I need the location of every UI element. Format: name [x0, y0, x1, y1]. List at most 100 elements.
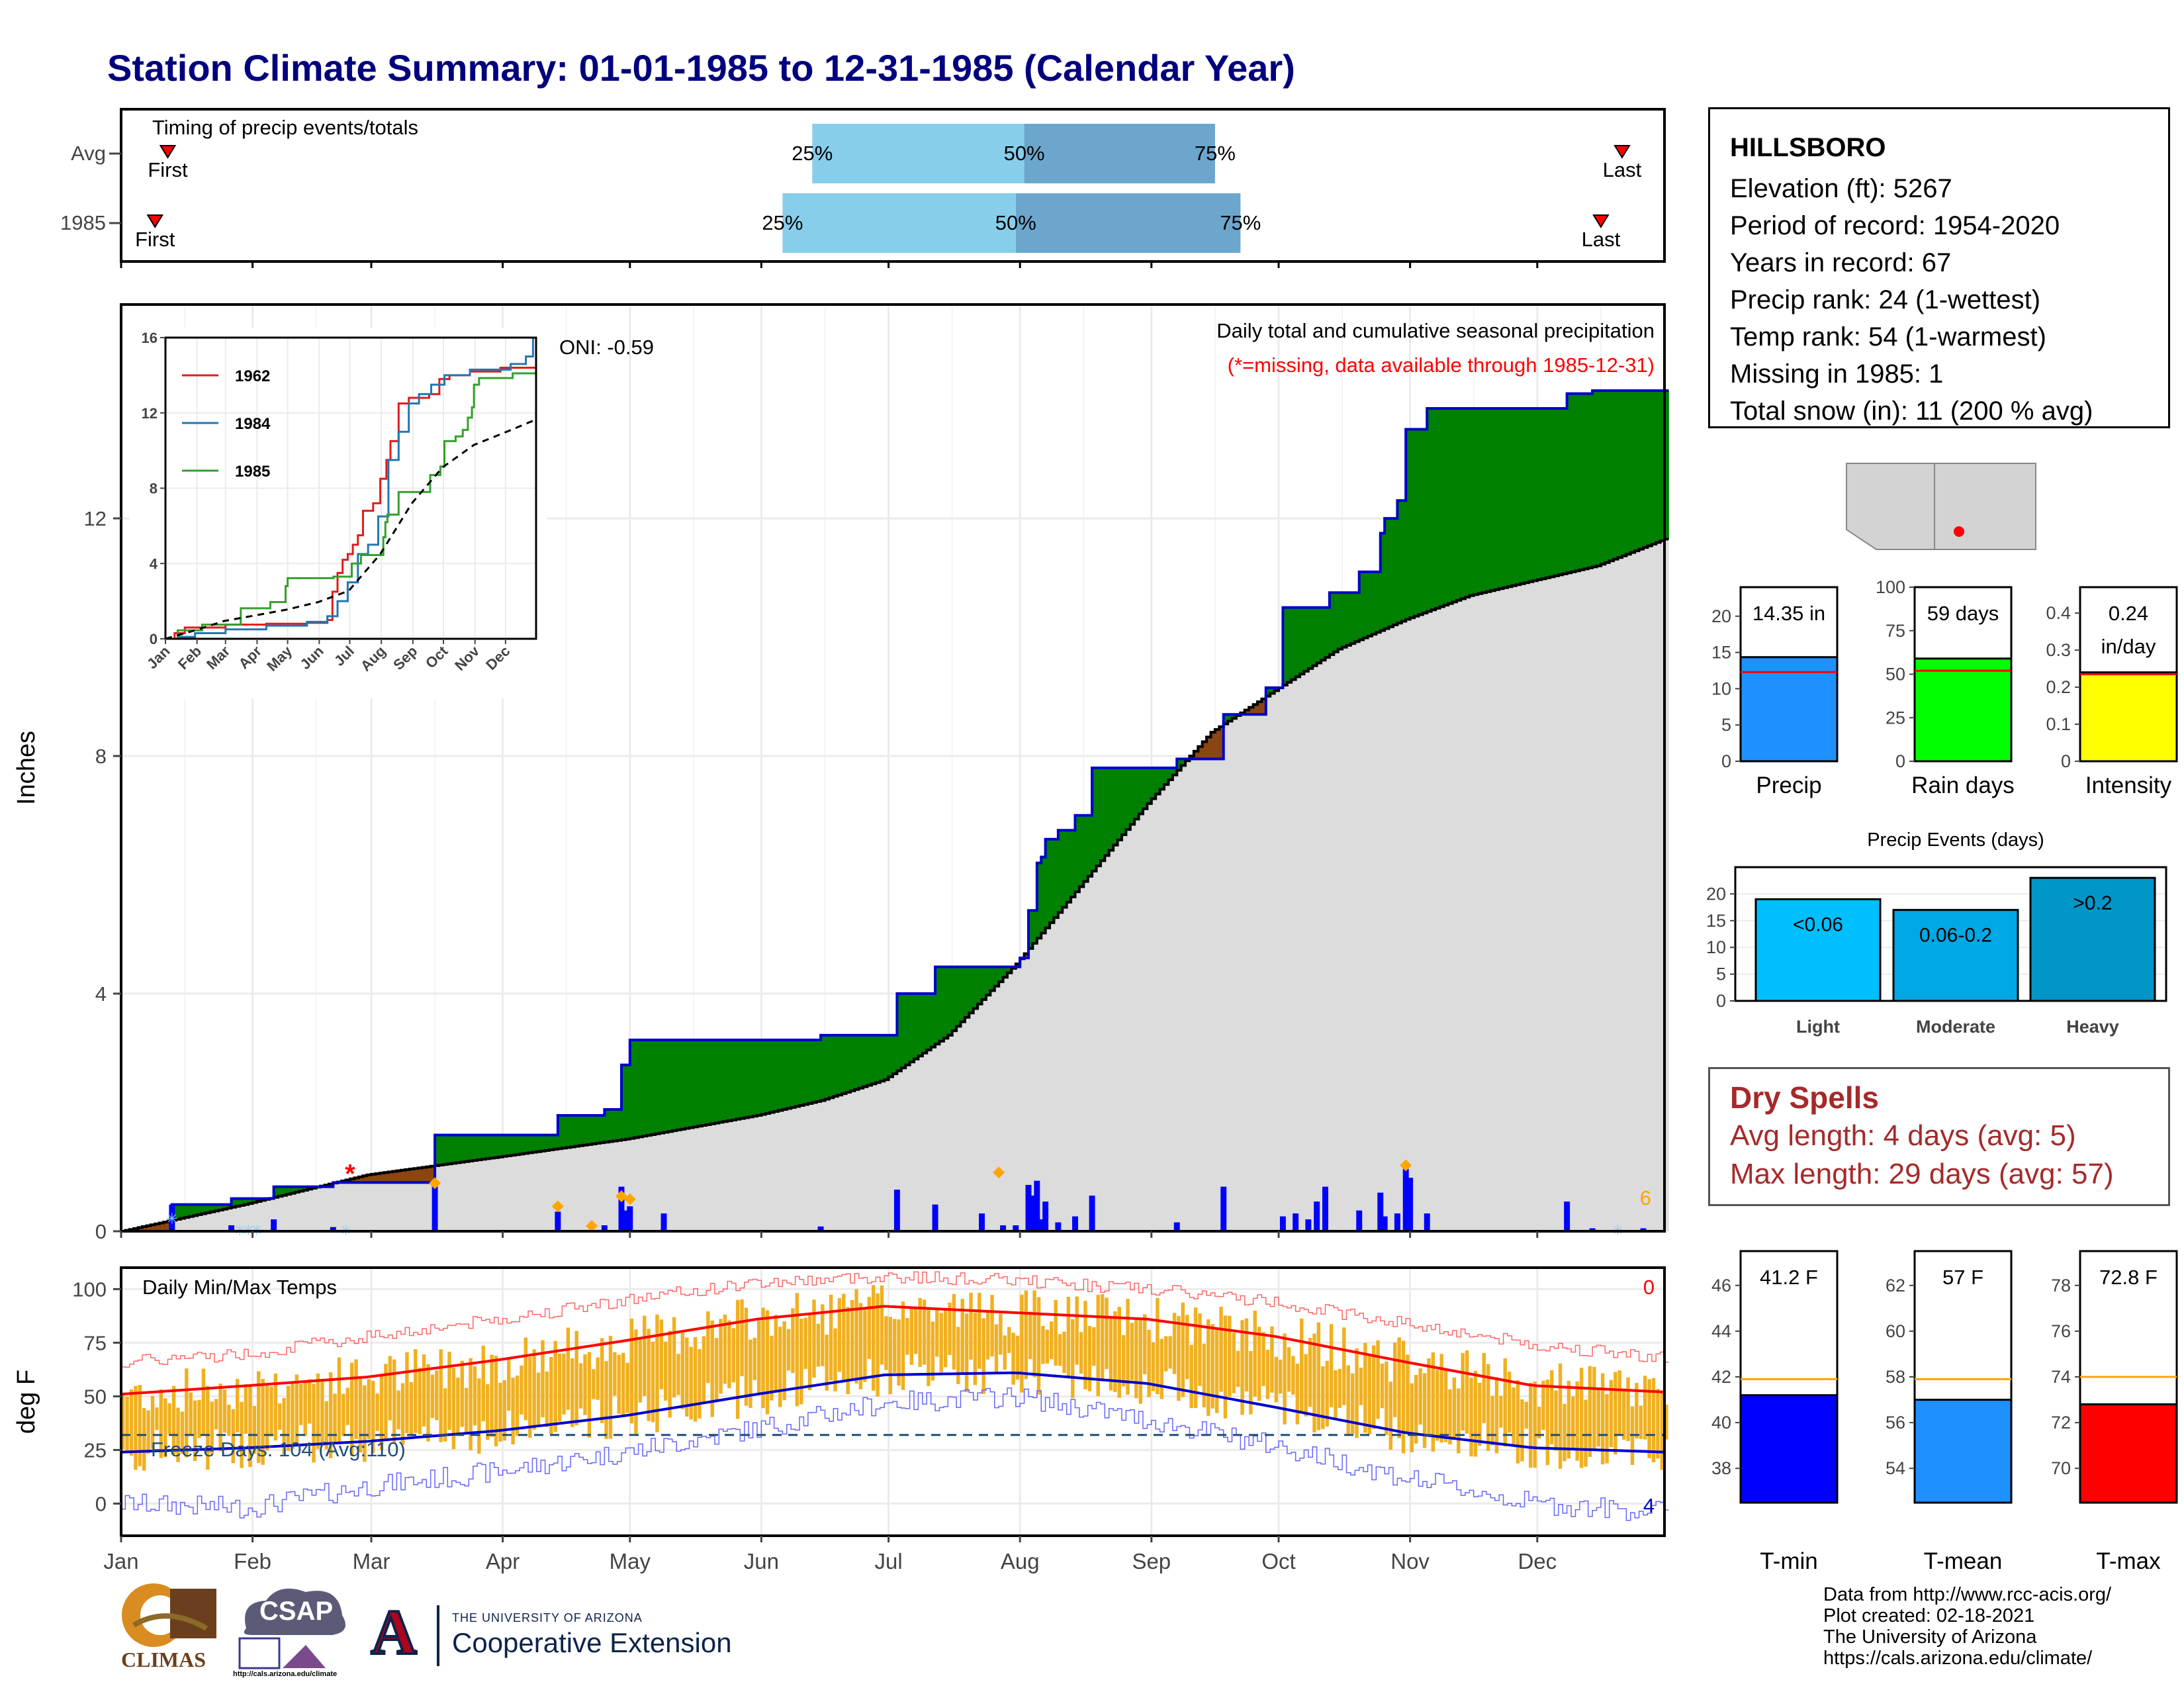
daily-temp-range: [927, 1307, 931, 1386]
temp-xtick-label: May: [610, 1549, 651, 1573]
daily-precip-bar: [1025, 1185, 1032, 1231]
daily-precip-bar: [1564, 1201, 1570, 1231]
daily-temp-range: [617, 1354, 621, 1414]
timing-p50-label: 50%: [995, 211, 1036, 234]
daily-temp-range: [1265, 1350, 1270, 1399]
timing-bar-25-50: [812, 124, 1024, 183]
temp-xtick-label: Dec: [1518, 1549, 1557, 1573]
daily-temp-range: [1512, 1387, 1516, 1444]
daily-temp-range: [778, 1327, 782, 1407]
daily-temp-range: [1537, 1407, 1541, 1438]
daily-temp-range: [1563, 1403, 1567, 1462]
mini-bar-ytick-label: 25: [1886, 708, 1905, 727]
events-xtick-label: Heavy: [2066, 1017, 2119, 1037]
daily-temp-range: [176, 1407, 180, 1462]
daily-temp-range: [1036, 1297, 1041, 1395]
mini-bar: [2079, 1403, 2178, 1504]
timing-first-marker: [159, 145, 177, 159]
temp-xtick-label: Jul: [874, 1549, 902, 1573]
daily-temp-range: [1388, 1382, 1393, 1450]
ua-name: THE UNIVERSITY OF ARIZONA: [452, 1611, 643, 1624]
daily-temp-range: [1058, 1334, 1062, 1366]
csap-logo[interactable]: CSAP http://cals.arizona.edu/climate: [233, 1582, 352, 1681]
daily-temp-range: [227, 1405, 231, 1436]
daily-temp-range: [931, 1321, 935, 1381]
dry-spells-max: Max length: 29 days (avg: 57): [1730, 1158, 2114, 1190]
temp-ytick-label: 50: [84, 1385, 107, 1408]
daily-temp-range: [1541, 1380, 1545, 1430]
daily-temp-range: [443, 1388, 447, 1442]
daily-temp-range: [1287, 1347, 1291, 1392]
daily-temp-range: [1244, 1318, 1249, 1392]
cold-days-count: 4: [1643, 1494, 1655, 1517]
daily-precip-bar: [1293, 1213, 1299, 1231]
daily-precip-bar: [1394, 1213, 1400, 1231]
precip-ytick-label: 0: [95, 1220, 107, 1243]
daily-precip-bar: [1038, 1219, 1044, 1231]
daily-temp-range: [876, 1293, 880, 1397]
mini-bar-ytick-label: 15: [1711, 643, 1731, 663]
daily-temp-range: [1342, 1327, 1346, 1405]
daily-temp-range: [948, 1302, 952, 1355]
temp-xtick-label: Mar: [353, 1549, 390, 1573]
daily-temp-range: [460, 1360, 464, 1427]
daily-temp-range: [1452, 1377, 1457, 1438]
daily-temp-range: [643, 1315, 647, 1396]
daily-temp-range: [464, 1387, 469, 1434]
daily-temp-range: [354, 1359, 358, 1440]
daily-temp-range: [1473, 1370, 1478, 1457]
station-period: Period of record: 1954-2020: [1730, 211, 2060, 240]
daily-precip-bar: [555, 1211, 561, 1231]
daily-temp-range: [1181, 1302, 1185, 1397]
mini-bar-ytick-label: 0.4: [2046, 603, 2071, 623]
timing-p75-label: 75%: [1195, 142, 1236, 165]
daily-temp-range: [1418, 1368, 1422, 1425]
daily-temp-range: [791, 1308, 795, 1374]
timing-bar-50-75: [1024, 124, 1215, 183]
daily-temp-range: [414, 1349, 418, 1433]
daily-temp-range: [299, 1383, 303, 1425]
missing-marker: *: [345, 1160, 355, 1189]
precip-ytick-label: 4: [95, 982, 107, 1006]
daily-temp-range: [430, 1374, 435, 1419]
events-ytick-label: 10: [1706, 937, 1726, 957]
daily-precip-bar: [932, 1204, 938, 1231]
events-bar: [1892, 909, 2019, 1002]
daily-temp-range: [884, 1316, 888, 1370]
daily-temp-range: [1592, 1366, 1596, 1451]
daily-temp-range: [960, 1299, 964, 1374]
daily-temp-range: [282, 1397, 286, 1455]
inset-series-average: [165, 418, 537, 640]
precip-ytick-label: 8: [95, 745, 107, 768]
daily-temp-range: [498, 1383, 502, 1442]
avg-max-line: [120, 1305, 1665, 1396]
ua-logo[interactable]: A: [361, 1595, 440, 1673]
daily-temp-range: [515, 1376, 520, 1436]
daily-temp-range: [680, 1333, 685, 1409]
daily-temp-range: [1355, 1348, 1359, 1438]
timing-row-label: Avg: [71, 142, 106, 165]
timing-bar-25-50: [782, 193, 1016, 253]
climas-logo[interactable]: CLIMAS: [107, 1579, 220, 1678]
daily-temp-range: [545, 1371, 549, 1427]
daily-temp-range: [1054, 1299, 1058, 1366]
daily-temp-range: [825, 1335, 829, 1391]
daily-temp-range: [409, 1382, 414, 1434]
daily-temp-range: [1295, 1364, 1300, 1425]
mini-bar-ytick-label: 0.2: [2046, 677, 2071, 697]
daily-precip-bar: [1314, 1201, 1320, 1231]
mini-bar-t-mean: 54 56 58 60 62 57 F T-mean: [1886, 1250, 2013, 1574]
daily-temp-range: [664, 1341, 668, 1401]
precip-ytick-label: 12: [84, 507, 107, 530]
daily-precip-bar: [627, 1206, 633, 1231]
daily-temp-range: [1134, 1318, 1138, 1399]
daily-temp-range: [240, 1401, 244, 1468]
daily-precip-bar: [817, 1226, 824, 1231]
daily-temp-range: [1003, 1335, 1007, 1370]
daily-temp-range: [596, 1357, 600, 1400]
credit-data-source: Data from http://www.rcc-acis.org/: [1823, 1584, 2112, 1605]
daily-temp-range: [786, 1329, 791, 1371]
daily-temp-range: [1020, 1294, 1024, 1393]
station-missing: Missing in 1985: 1: [1730, 359, 1944, 389]
